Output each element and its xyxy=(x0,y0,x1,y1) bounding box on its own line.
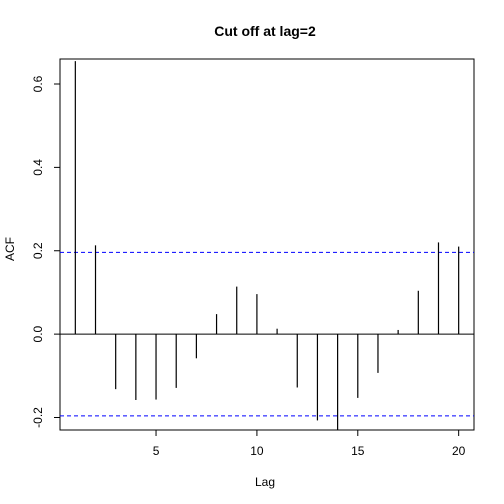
y-tick-label: 0.2 xyxy=(31,242,45,259)
x-tick-label: 15 xyxy=(351,444,365,458)
x-tick-label: 10 xyxy=(250,444,264,458)
x-axis-label: Lag xyxy=(255,475,275,489)
x-tick-label: 5 xyxy=(153,444,160,458)
chart-title: Cut off at lag=2 xyxy=(214,23,316,39)
y-tick-label: 0.0 xyxy=(31,325,45,342)
chart-marks: 5 10 15 20 -0.2 0.0 0.2 0.4 0.6 xyxy=(31,61,474,458)
y-tick-label: -0.2 xyxy=(31,407,45,428)
x-tick-label: 20 xyxy=(452,444,466,458)
y-tick-label: 0.4 xyxy=(31,159,45,176)
plot-box xyxy=(59,58,475,431)
y-axis-label: ACF xyxy=(3,237,17,261)
y-tick-label: 0.6 xyxy=(31,75,45,92)
